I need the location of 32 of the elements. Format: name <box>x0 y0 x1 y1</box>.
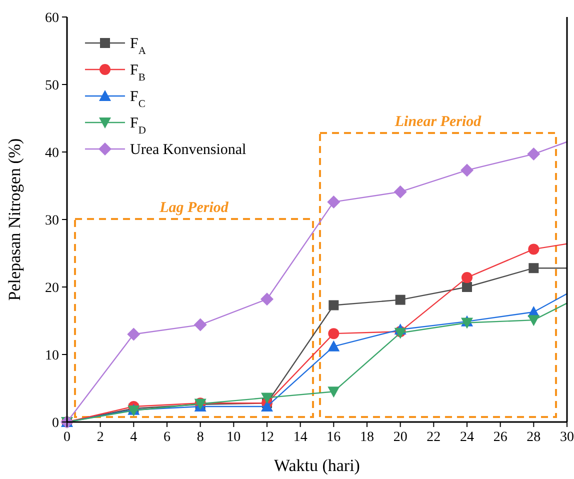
x-tick-label: 20 <box>393 430 408 445</box>
y-tick-label: 30 <box>45 214 59 228</box>
y-tick-label: 60 <box>45 11 59 26</box>
y-tick-label: 40 <box>45 146 59 161</box>
y-tick-label: 10 <box>45 348 59 364</box>
x-tick-label: 22 <box>426 430 441 445</box>
y-tick-label: 0 <box>52 416 59 431</box>
y-tick-label: 20 <box>45 281 59 296</box>
legend-label: F$_{C}$ <box>130 89 146 110</box>
legend-label: F$_{A}$ <box>130 36 146 56</box>
x-tick-label: 26 <box>493 430 508 445</box>
annotation: Linear Period <box>394 114 482 130</box>
x-tick-label: 0 <box>64 430 70 445</box>
annotation: Lag Period <box>158 200 229 216</box>
x-tick-label: 4 <box>130 430 138 445</box>
x-tick-label: 24 <box>460 430 474 445</box>
x-tick-label: 10 <box>226 430 241 445</box>
y-axis-title: Pelepasan Nitrogen (%) <box>5 138 24 301</box>
x-tick-label: 6 <box>164 430 170 445</box>
x-tick-label: 8 <box>196 430 204 445</box>
legend-label: Urea Konvensional <box>130 142 246 158</box>
y-tick-label: 50 <box>45 78 59 94</box>
x-tick-label: 28 <box>526 430 541 445</box>
legend-label: F$_{B}$ <box>130 62 146 83</box>
x-tick-label: 2 <box>96 430 104 445</box>
x-axis-title: Waktu (hari) <box>274 456 360 475</box>
x-tick-label: 30 <box>560 430 574 445</box>
x-tick-label: 16 <box>326 430 341 445</box>
x-tick-label: 12 <box>260 430 274 445</box>
legend-label: F$_{D}$ <box>130 116 146 136</box>
x-tick-label: 14 <box>293 430 308 445</box>
x-tick-label: 18 <box>360 430 374 445</box>
